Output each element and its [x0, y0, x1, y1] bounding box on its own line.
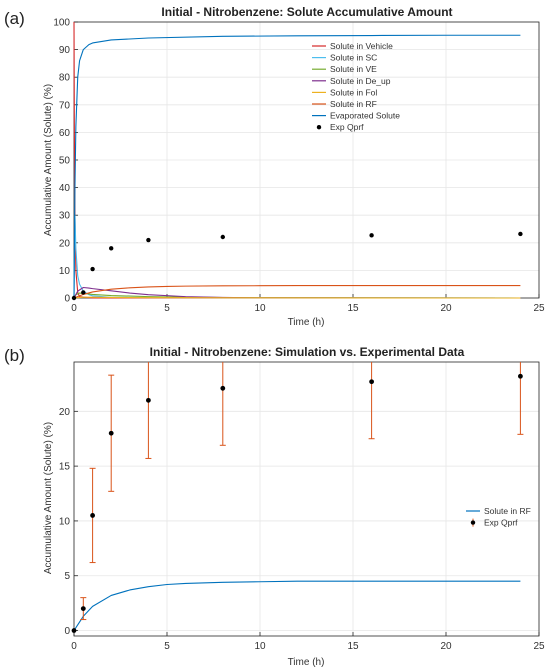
- panel-b-legend-swatch: [470, 520, 476, 525]
- panel-a-exp-point: [81, 290, 86, 295]
- panel-a-y-tick-label: 30: [59, 211, 71, 222]
- panel-b-y-tick-label: 15: [59, 462, 71, 473]
- panel-b-series-solute-in-rf: [73, 580, 521, 631]
- panel-b-chart: (b) Initial - Nitrobenzene: Simulation v…: [4, 345, 545, 668]
- panel-b-exp-point: [220, 385, 226, 391]
- panel-b-ticks: 0 5 10 15 20 25 0 5 10 15 20: [59, 407, 545, 652]
- panel-a-exp-point: [90, 266, 95, 272]
- panel-a-legend-label: Solute in SC: [330, 53, 377, 63]
- panel-b-x-tick-label: 15: [347, 641, 359, 652]
- panel-b-exp-point: [108, 430, 114, 436]
- panel-a-y-tick-label: 80: [59, 73, 71, 84]
- panel-a-series-solute-in-vehicle: [73, 21, 521, 299]
- panel-a-x-tick-label: 10: [254, 303, 266, 314]
- panel-a-series-evaporated-solute: [73, 34, 521, 299]
- panel-a-legend-label: Exp Qprf: [330, 122, 364, 132]
- panel-a-legend-item-solute-in-fol: Solute in Fol: [312, 87, 377, 97]
- panel-b-legend-label: Exp Qprf: [484, 518, 518, 528]
- panel-b-title: Initial - Nitrobenzene: Simulation vs. E…: [150, 345, 465, 359]
- panel-a-legend-label: Solute in RF: [330, 99, 377, 109]
- panel-b-plot-area: [74, 362, 539, 636]
- panel-a-x-axis-label: Time (h): [288, 317, 325, 328]
- panel-a-y-tick-label: 90: [59, 45, 71, 56]
- panel-b-label: (b): [4, 346, 25, 365]
- panel-b-exp-point: [146, 397, 151, 403]
- panel-b-series: [73, 580, 521, 631]
- panel-b-legend-item-exp-qprf: Exp Qprf: [470, 518, 518, 528]
- panel-b-legend-item-solute-in-rf: Solute in RF: [466, 506, 531, 516]
- panel-b-exp-point: [518, 373, 523, 379]
- panel-b-exp-point: [71, 628, 77, 633]
- panel-a-legend-label: Evaporated Solute: [330, 111, 400, 121]
- panel-b-legend: Solute in RF Exp Qprf: [466, 506, 531, 528]
- panel-b-x-tick-label: 20: [440, 641, 452, 652]
- panel-a-exp-point: [518, 231, 523, 237]
- panel-a-chart: (a) Initial - Nitrobenzene: Solute Accum…: [4, 5, 545, 328]
- panel-b-x-tick-label: 10: [254, 641, 266, 652]
- panel-b-x-axis-label: Time (h): [288, 657, 325, 668]
- panel-b-exp-point: [369, 379, 374, 385]
- panel-a-legend-item-evaporated-solute: Evaporated Solute: [312, 111, 400, 121]
- panel-a-series-solute-in-fol: [73, 296, 521, 299]
- panel-a-legend-item-solute-in-sc: Solute in SC: [312, 53, 377, 63]
- panel-b-y-tick-label: 5: [64, 571, 70, 582]
- panel-b-y-tick-label: 20: [59, 407, 71, 418]
- panel-a-legend-item-solute-in-ve: Solute in VE: [312, 64, 377, 74]
- panel-b-y-axis-label: Accumulative Amount (Solute) (%): [43, 422, 54, 574]
- panel-a-legend-item-solute-in-vehicle: Solute in Vehicle: [312, 41, 393, 51]
- panel-a-legend-swatch: [316, 125, 322, 130]
- panel-b-axes-box: [73, 361, 540, 637]
- panel-a-y-tick-label: 100: [53, 18, 70, 29]
- panel-a-y-tick-label: 50: [59, 156, 71, 167]
- panel-b-exp-point: [80, 606, 86, 611]
- panel-b-legend-label: Solute in RF: [484, 506, 531, 516]
- panel-a-y-tick-label: 70: [59, 100, 71, 111]
- panel-a-legend-item-exp-qprf: Exp Qprf: [316, 122, 364, 132]
- panel-a-series: [73, 21, 521, 299]
- panel-b-x-tick-label: 0: [71, 641, 77, 652]
- panel-a-series-solute-in-sc: [73, 214, 521, 299]
- panel-a-x-tick-label: 15: [347, 303, 359, 314]
- panel-a-exp-points: [71, 231, 523, 301]
- panel-a-x-tick-label: 5: [164, 303, 170, 314]
- panel-a-exp-point: [146, 237, 151, 243]
- panel-b-x-tick-label: 25: [533, 641, 545, 652]
- panel-a-x-tick-label: 0: [71, 303, 77, 314]
- panel-a-legend-item-solute-in-rf: Solute in RF: [312, 99, 377, 109]
- panel-a-exp-point: [220, 234, 225, 240]
- panel-a-legend-label: Solute in Vehicle: [330, 41, 393, 51]
- panel-a-exp-point: [369, 233, 374, 238]
- panel-a-legend-label: Solute in Fol: [330, 87, 377, 97]
- panel-a-series-solute-in-rf: [73, 285, 521, 299]
- panel-a-x-tick-label: 20: [440, 303, 452, 314]
- panel-a-y-tick-label: 0: [64, 294, 70, 305]
- panel-a-y-tick-label: 20: [59, 238, 71, 249]
- panel-a-label: (a): [4, 9, 25, 28]
- panel-b-x-tick-label: 5: [164, 641, 170, 652]
- panel-b-grid: [73, 362, 540, 636]
- panel-a-grid: [73, 21, 540, 299]
- panel-a-y-axis-label: Accumulative Amount (Solute) (%): [43, 84, 54, 236]
- panel-a-exp-point: [109, 246, 114, 251]
- panel-b-exp-point: [90, 513, 95, 518]
- panel-a-exp-point: [71, 295, 77, 301]
- panel-a-y-tick-label: 40: [59, 183, 71, 194]
- panel-a-legend-label: Solute in De_up: [330, 76, 391, 86]
- panel-a-legend-label: Solute in VE: [330, 64, 377, 74]
- panel-b-y-tick-label: 0: [64, 626, 70, 637]
- panel-b-y-tick-label: 10: [59, 516, 71, 527]
- panel-a-x-tick-label: 25: [533, 303, 545, 314]
- panel-a-legend-item-solute-in-de-up: Solute in De_up: [312, 76, 391, 86]
- panel-a-y-tick-label: 10: [59, 266, 71, 277]
- panel-b-exp-errorbars: [71, 362, 524, 633]
- panel-a-y-tick-label: 60: [59, 128, 71, 139]
- panel-a-title: Initial - Nitrobenzene: Solute Accumulat…: [161, 5, 452, 19]
